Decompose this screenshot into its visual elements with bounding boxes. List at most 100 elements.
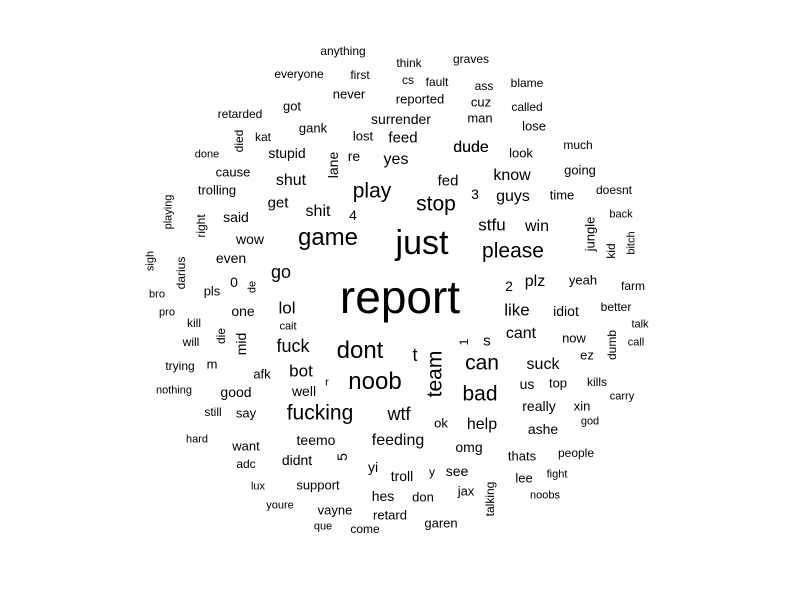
cloud-word: even [215, 250, 247, 266]
cloud-word: s [483, 332, 491, 350]
cloud-word: t [412, 345, 418, 365]
cloud-word: ez [580, 347, 594, 363]
cloud-word: know [493, 167, 531, 184]
cloud-word: game [297, 224, 359, 251]
cloud-word: now [562, 330, 586, 346]
cloud-word: adc [236, 457, 256, 471]
cloud-word: don [412, 489, 434, 505]
cloud-word: bot [289, 361, 313, 381]
cloud-word: troll [390, 468, 414, 484]
cloud-word: bro [149, 288, 165, 301]
cloud-word: fight [546, 468, 568, 481]
cloud-word: cuz [470, 94, 492, 110]
cloud-word: surrender [371, 111, 431, 127]
cloud-word: lose [522, 118, 546, 134]
cloud-word: afk [253, 366, 271, 382]
cloud-word: want [232, 438, 260, 454]
cloud-word: gank [298, 120, 328, 136]
cloud-word: didnt [281, 452, 313, 468]
cloud-word: lane [325, 151, 341, 179]
cloud-word: hes [371, 488, 395, 504]
cloud-word: ok [434, 415, 448, 431]
cloud-word: will [182, 335, 200, 349]
cloud-word: shit [305, 203, 331, 220]
cloud-word: back [609, 208, 633, 221]
cloud-word: call [627, 336, 645, 349]
cloud-word: fuck [276, 336, 310, 356]
cloud-word: bad [462, 382, 498, 406]
cloud-word: god [580, 415, 600, 428]
cloud-word: nothing [155, 384, 193, 397]
cloud-word: sigh [144, 250, 157, 272]
cloud-word: fault [425, 75, 449, 89]
cloud-word: talk [631, 318, 649, 331]
cloud-word: dude [453, 139, 489, 156]
cloud-word: hard [185, 433, 209, 446]
cloud-word: noob [348, 368, 402, 395]
cloud-word: people [557, 446, 595, 460]
cloud-word: retarded [217, 107, 263, 121]
cloud-word: carry [609, 390, 635, 403]
cloud-word: report [339, 271, 461, 323]
cloud-word: going [564, 162, 596, 178]
cloud-word: man [467, 110, 493, 126]
cloud-word: yi [367, 459, 379, 475]
cloud-word: yes [383, 151, 409, 168]
cloud-word: ass [474, 79, 494, 93]
cloud-word: m [206, 356, 218, 372]
cloud-word: stupid [268, 145, 306, 161]
cloud-word: wow [235, 231, 265, 247]
cloud-word: go [270, 262, 292, 282]
cloud-word: doesnt [595, 183, 633, 197]
cloud-word: trolling [197, 182, 237, 198]
cloud-word: support [296, 477, 340, 493]
cloud-word: 5 [334, 453, 350, 461]
cloud-word: darius [174, 256, 188, 290]
cloud-word: de [246, 280, 259, 294]
cloud-word: said [223, 209, 249, 225]
cloud-word: r [325, 376, 329, 389]
cloud-word: stop [416, 192, 456, 216]
cloud-word: top [548, 375, 568, 391]
cloud-word: say [235, 405, 257, 421]
cloud-word: thats [507, 448, 537, 464]
cloud-word: feeding [371, 432, 425, 449]
cloud-word: done [194, 148, 220, 161]
cloud-word: 4 [349, 207, 357, 223]
cloud-word: talking [483, 481, 497, 517]
cloud-word: ashe [527, 421, 559, 437]
cloud-word: play [352, 179, 392, 203]
cloud-word: win [524, 218, 550, 235]
cloud-word: plz [524, 273, 546, 290]
cloud-word: retard [373, 507, 407, 523]
cloud-word: idiot [553, 303, 579, 319]
cloud-word: kid [604, 243, 618, 259]
cloud-word: can [465, 351, 499, 375]
cloud-word: look [509, 145, 533, 161]
cloud-word: fucking [286, 401, 354, 425]
cloud-word: xin [573, 398, 591, 414]
cloud-word: cait [279, 320, 297, 333]
cloud-word: help [466, 416, 498, 433]
cloud-word: think [396, 56, 422, 70]
cloud-word: lux [250, 480, 266, 493]
cloud-word: jungle [582, 216, 598, 252]
cloud-word: vayne [317, 502, 353, 518]
cloud-word: come [350, 522, 380, 536]
cloud-word: 1 [457, 338, 471, 346]
cloud-word: graves [452, 52, 490, 66]
cloud-word: blame [510, 76, 544, 90]
cloud-word: feed [388, 129, 418, 147]
cloud-word: teemo [296, 432, 336, 448]
cloud-word: really [522, 398, 556, 414]
cloud-word: yeah [568, 272, 598, 288]
cloud-word: re [347, 148, 361, 164]
cloud-word: fed [437, 172, 459, 190]
cloud-word: die [214, 327, 228, 345]
cloud-word: farm [621, 279, 645, 293]
cloud-word: right [194, 214, 208, 238]
cloud-word: suck [526, 356, 560, 373]
cloud-word: trying [165, 359, 195, 373]
cloud-word: never [332, 86, 366, 102]
